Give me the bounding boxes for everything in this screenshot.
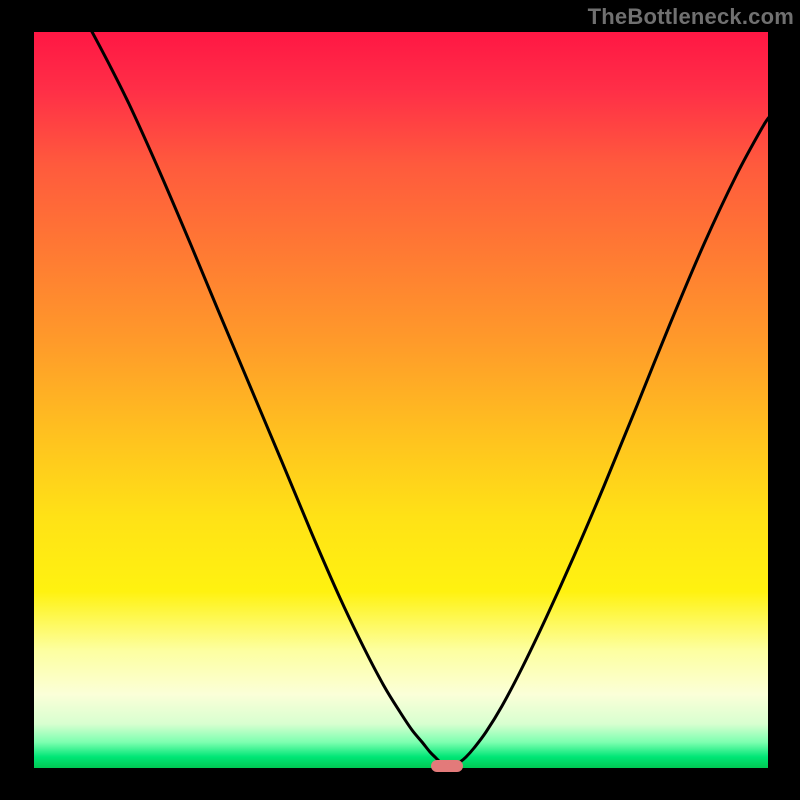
bottleneck-chart [0,0,800,800]
watermark-text: TheBottleneck.com [588,4,794,30]
chart-container: TheBottleneck.com [0,0,800,800]
optimum-marker [431,760,463,772]
plot-area-gradient [34,32,768,768]
